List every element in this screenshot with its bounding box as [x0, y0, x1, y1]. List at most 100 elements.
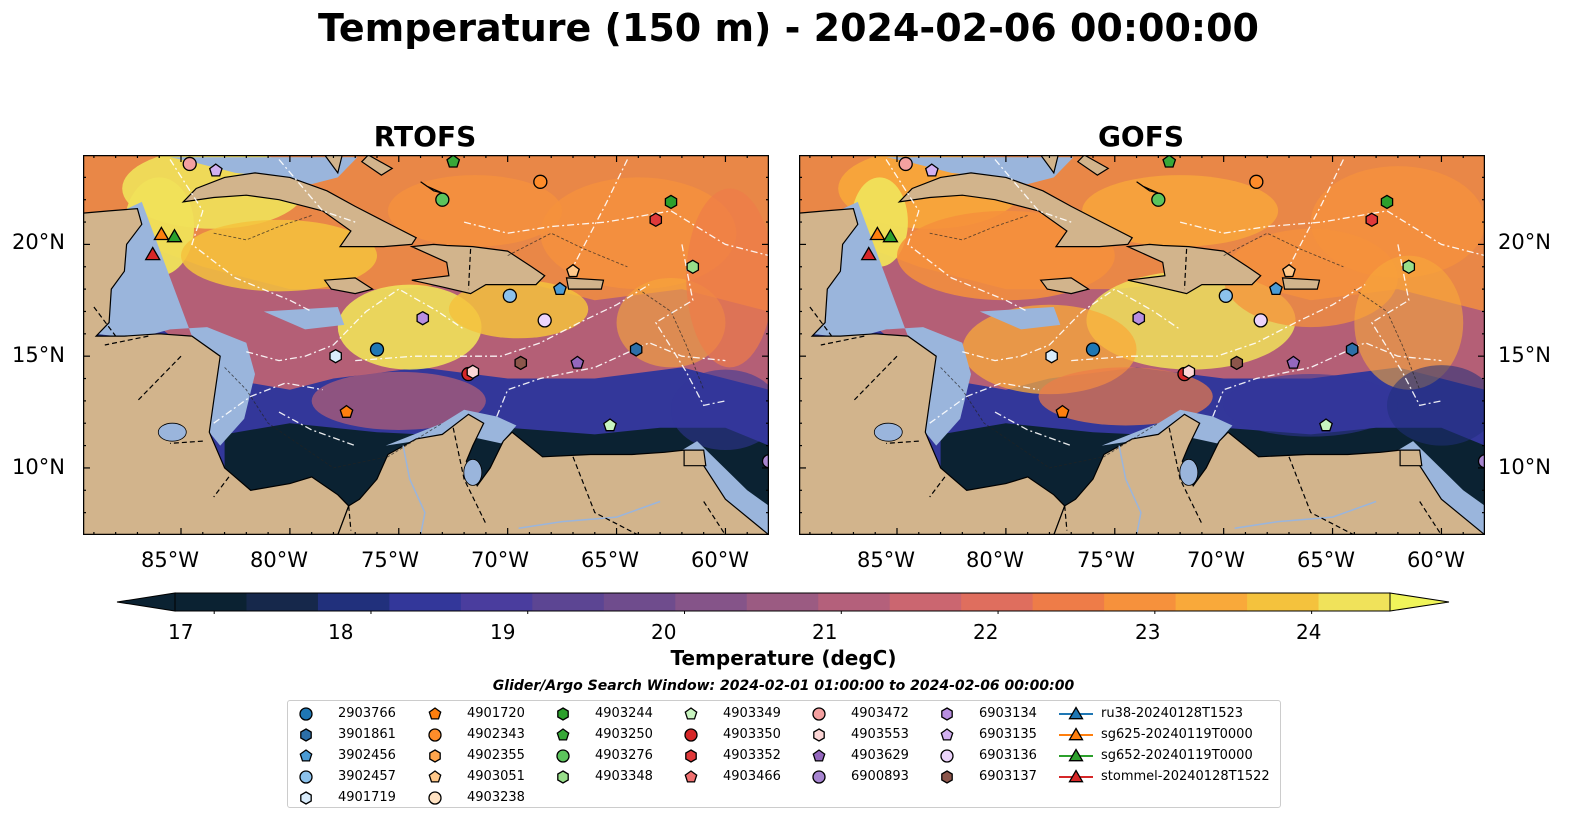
argo-float-6903134[interactable] [416, 310, 430, 326]
figure-title: Temperature (150 m) - 2024-02-06 00:00:0… [317, 6, 1259, 50]
argo-float-4903629[interactable] [1286, 355, 1301, 369]
argo-float-4903250[interactable] [1162, 155, 1177, 168]
legend-marker-icon [1059, 706, 1093, 720]
colorbar-segment [175, 593, 247, 611]
legend-triangle-marker[interactable] [1068, 706, 1084, 720]
argo-float-4903349[interactable] [1319, 418, 1333, 432]
legend-circle-marker[interactable] [428, 791, 442, 805]
argo-float-3902457[interactable] [502, 288, 517, 303]
legend-triangle-marker[interactable] [1068, 748, 1084, 762]
argo-float-4903472[interactable] [182, 156, 197, 172]
legend-hexagon-marker[interactable] [300, 728, 312, 742]
legend-hexagon-marker[interactable] [685, 749, 697, 763]
argo-float-6903136[interactable] [537, 313, 552, 328]
argo-float-3901861[interactable] [629, 342, 643, 357]
argo-float-4903276[interactable] [1151, 192, 1166, 207]
argo-float-4901720[interactable] [339, 404, 354, 418]
argo-float-6903136[interactable] [1253, 313, 1268, 328]
argo-float-4903553[interactable] [1182, 364, 1196, 380]
panel-title-gofs: GOFS [1097, 120, 1185, 153]
argo-float-3902456[interactable] [1269, 281, 1283, 296]
argo-float-3902456[interactable] [553, 281, 567, 296]
glider-stommel-20240128T1522[interactable] [144, 246, 161, 261]
argo-float-6903135[interactable] [208, 163, 223, 177]
glider-sg652-20240119T0000[interactable] [166, 228, 183, 243]
lat-tick-label: 15°N [12, 343, 65, 367]
argo-float-6903137[interactable] [1230, 355, 1244, 371]
glider-sg652-20240119T0000[interactable] [882, 228, 899, 243]
argo-float-4903276[interactable] [435, 192, 450, 207]
argo-float-4903352[interactable] [649, 212, 663, 228]
legend-circle-marker[interactable] [428, 728, 442, 742]
argo-float-4903051[interactable] [566, 263, 580, 278]
argo-float-4901720[interactable] [1055, 404, 1070, 418]
legend-circle-marker[interactable] [684, 728, 698, 742]
legend-hexagon-marker[interactable] [941, 770, 953, 784]
legend-pentagon-marker[interactable] [684, 707, 698, 720]
argo-float-4901719[interactable] [329, 348, 342, 364]
argo-float-4903051[interactable] [1282, 263, 1296, 278]
legend-triangle-marker[interactable] [1068, 727, 1084, 741]
argo-float-4903352[interactable] [1365, 212, 1379, 228]
argo-float-4903349[interactable] [603, 418, 617, 432]
argo-float-4902343[interactable] [533, 174, 548, 189]
legend-circle-marker[interactable] [812, 770, 826, 784]
legend-pentagon-marker[interactable] [556, 728, 570, 741]
argo-float-4903348[interactable] [1402, 259, 1416, 275]
legend-marker-icon [557, 707, 569, 721]
legend-circle-marker[interactable] [812, 707, 826, 721]
argo-float-3902457[interactable] [1218, 288, 1233, 303]
legend-circle-marker[interactable] [940, 749, 954, 763]
colorbar-tick-label: 22 [973, 620, 999, 644]
argo-float-6903135[interactable] [924, 163, 939, 177]
glider-stommel-20240128T1522[interactable] [860, 246, 877, 261]
legend-pentagon-marker[interactable] [812, 749, 826, 762]
argo-float-4902343[interactable] [1249, 174, 1264, 189]
legend-circle-marker[interactable] [556, 749, 570, 763]
legend-pentagon-marker[interactable] [299, 749, 313, 762]
argo-float-6903134[interactable] [1132, 310, 1146, 326]
argo-float-2903766[interactable] [369, 342, 385, 357]
legend-marker-icon [684, 707, 698, 720]
country-border [572, 456, 639, 535]
argo-float-4903629[interactable] [570, 355, 585, 369]
map-frame [799, 155, 1485, 535]
temperature-anomaly [1038, 367, 1213, 426]
argo-float-4903348[interactable] [686, 259, 700, 275]
argo-float-6900893[interactable] [1477, 454, 1486, 469]
country-border [1183, 248, 1188, 290]
legend-pentagon-marker[interactable] [940, 728, 954, 741]
colorbar-frame [174, 592, 1391, 612]
legend-pentagon-marker[interactable] [428, 770, 442, 783]
legend-hexagon-marker[interactable] [300, 791, 312, 805]
argo-float-4903244[interactable] [1380, 194, 1394, 210]
legend-hexagon-marker[interactable] [557, 707, 569, 721]
legend-hexagon-marker[interactable] [941, 707, 953, 721]
argo-float-6903137[interactable] [514, 355, 528, 371]
argo-float-4903553[interactable] [466, 364, 480, 380]
legend-triangle-marker[interactable] [1068, 769, 1084, 783]
argo-float-3901861[interactable] [1345, 342, 1359, 357]
legend-label: sg652-20240119T0000 [1101, 748, 1253, 763]
argo-float-4903250[interactable] [446, 155, 461, 168]
map-panel-gofs[interactable] [799, 155, 1485, 535]
argo-float-4903244[interactable] [664, 194, 678, 210]
landmass-central [83, 207, 350, 535]
argo-float-2903766[interactable] [1085, 342, 1101, 357]
legend-pentagon-marker[interactable] [684, 770, 698, 783]
lake [873, 422, 903, 442]
argo-float-6900893[interactable] [761, 454, 770, 469]
glider-sg625-20240119T0000[interactable] [153, 226, 170, 241]
legend-label: 4903348 [595, 769, 653, 784]
map-panel-rtofs[interactable] [83, 155, 769, 535]
legend-hexagon-marker[interactable] [429, 749, 441, 763]
legend-pentagon-marker[interactable] [428, 707, 442, 720]
legend-hexagon-marker[interactable] [557, 770, 569, 784]
glider-sg625-20240119T0000[interactable] [869, 226, 886, 241]
legend-circle-marker[interactable] [299, 770, 313, 784]
temperature-anomaly [181, 219, 377, 292]
argo-float-4901719[interactable] [1045, 348, 1058, 364]
legend-hexagon-marker[interactable] [813, 728, 825, 742]
argo-float-4903472[interactable] [898, 156, 913, 172]
legend-circle-marker[interactable] [299, 707, 313, 721]
